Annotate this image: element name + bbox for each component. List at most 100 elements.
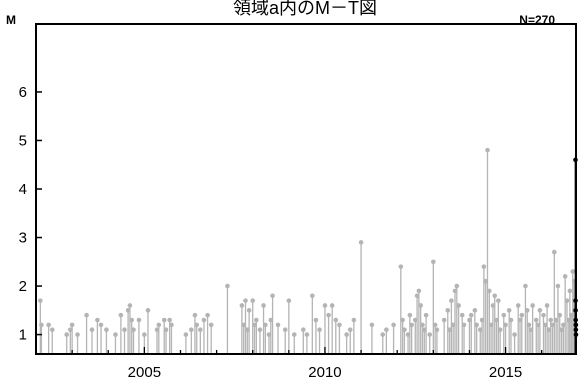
event-point [524,308,530,313]
event-point [183,332,189,337]
event-point [46,322,51,328]
axis-ticks: 1 2 3 4 5 6 2005 2010 2015 [19,84,543,381]
event-point [95,317,100,323]
event-point [156,322,162,328]
event-point [487,288,492,294]
event-point [407,312,413,318]
event-point [550,322,555,328]
event-point [546,327,552,333]
event-point [270,293,275,299]
event-point [459,312,465,318]
event-point [570,269,576,274]
event-point [488,322,494,328]
event-point [384,327,389,333]
event-point [49,327,55,333]
x-tick-label: 2015 [489,364,522,381]
event-point [344,332,349,337]
event-point [243,298,248,303]
event-point [161,317,167,323]
event-point [169,322,174,328]
event-point [129,317,135,323]
event-point [131,327,136,333]
event-point [553,317,559,323]
event-point [503,322,508,328]
event-point [89,327,95,333]
event-point [118,312,124,318]
event-point [541,312,546,318]
event-point [261,303,266,308]
event-point [548,317,554,323]
event-point [481,264,487,269]
event-point [245,327,250,333]
event-point [567,288,573,294]
event-point [559,327,564,333]
event-point [337,322,342,328]
x-tick-label: 2010 [308,364,341,381]
event-point [405,332,411,337]
event-point [84,312,89,318]
y-axis-label: M [6,13,16,27]
event-point [490,303,496,308]
event-point [400,317,405,323]
event-point [122,327,127,333]
event-point [409,322,414,328]
event-point [421,327,427,333]
event-point [154,327,160,333]
event-point [445,308,451,313]
event-point [452,288,458,294]
event-point [241,322,246,328]
event-point [266,332,272,337]
event-point [198,327,203,333]
event-point [431,259,436,265]
event-point [246,308,252,313]
event-point [450,322,456,328]
event-point [142,332,147,337]
event-point [557,312,563,318]
event-point [418,303,423,308]
event-point [533,317,539,323]
event-point [333,317,339,323]
event-point [467,317,472,323]
event-point [268,317,274,323]
event-point [420,322,425,328]
event-point [561,322,566,328]
event-point [75,332,80,337]
event-point [477,327,483,333]
event-point [544,303,550,308]
event-point [254,317,259,323]
event-point [38,298,43,303]
event-point [423,312,429,318]
event-point [291,332,297,337]
event-point [104,327,109,333]
event-point [326,312,331,318]
event-point [391,322,396,328]
y-tick-label: 5 [19,132,27,149]
event-point [286,298,292,303]
event-point [145,308,151,313]
event-point [526,322,532,328]
event-point [427,332,433,337]
event-point [194,322,200,328]
event-point [494,317,499,323]
event-point [492,293,498,299]
event-point [537,308,543,313]
y-tick-label: 2 [19,278,27,295]
event-point [369,322,375,328]
chart-marks [38,147,579,354]
event-point [225,283,230,289]
event-point [412,317,418,323]
event-point [398,264,404,269]
event-point [402,327,407,333]
event-point [542,322,548,328]
event-point [136,317,142,323]
event-point [239,303,245,308]
event-point [472,308,478,313]
event-point [456,303,461,308]
event-point [555,283,561,289]
event-point [552,249,557,255]
event-point [506,308,512,313]
event-point [434,327,440,333]
event-point [485,147,490,153]
event-point [250,298,256,303]
